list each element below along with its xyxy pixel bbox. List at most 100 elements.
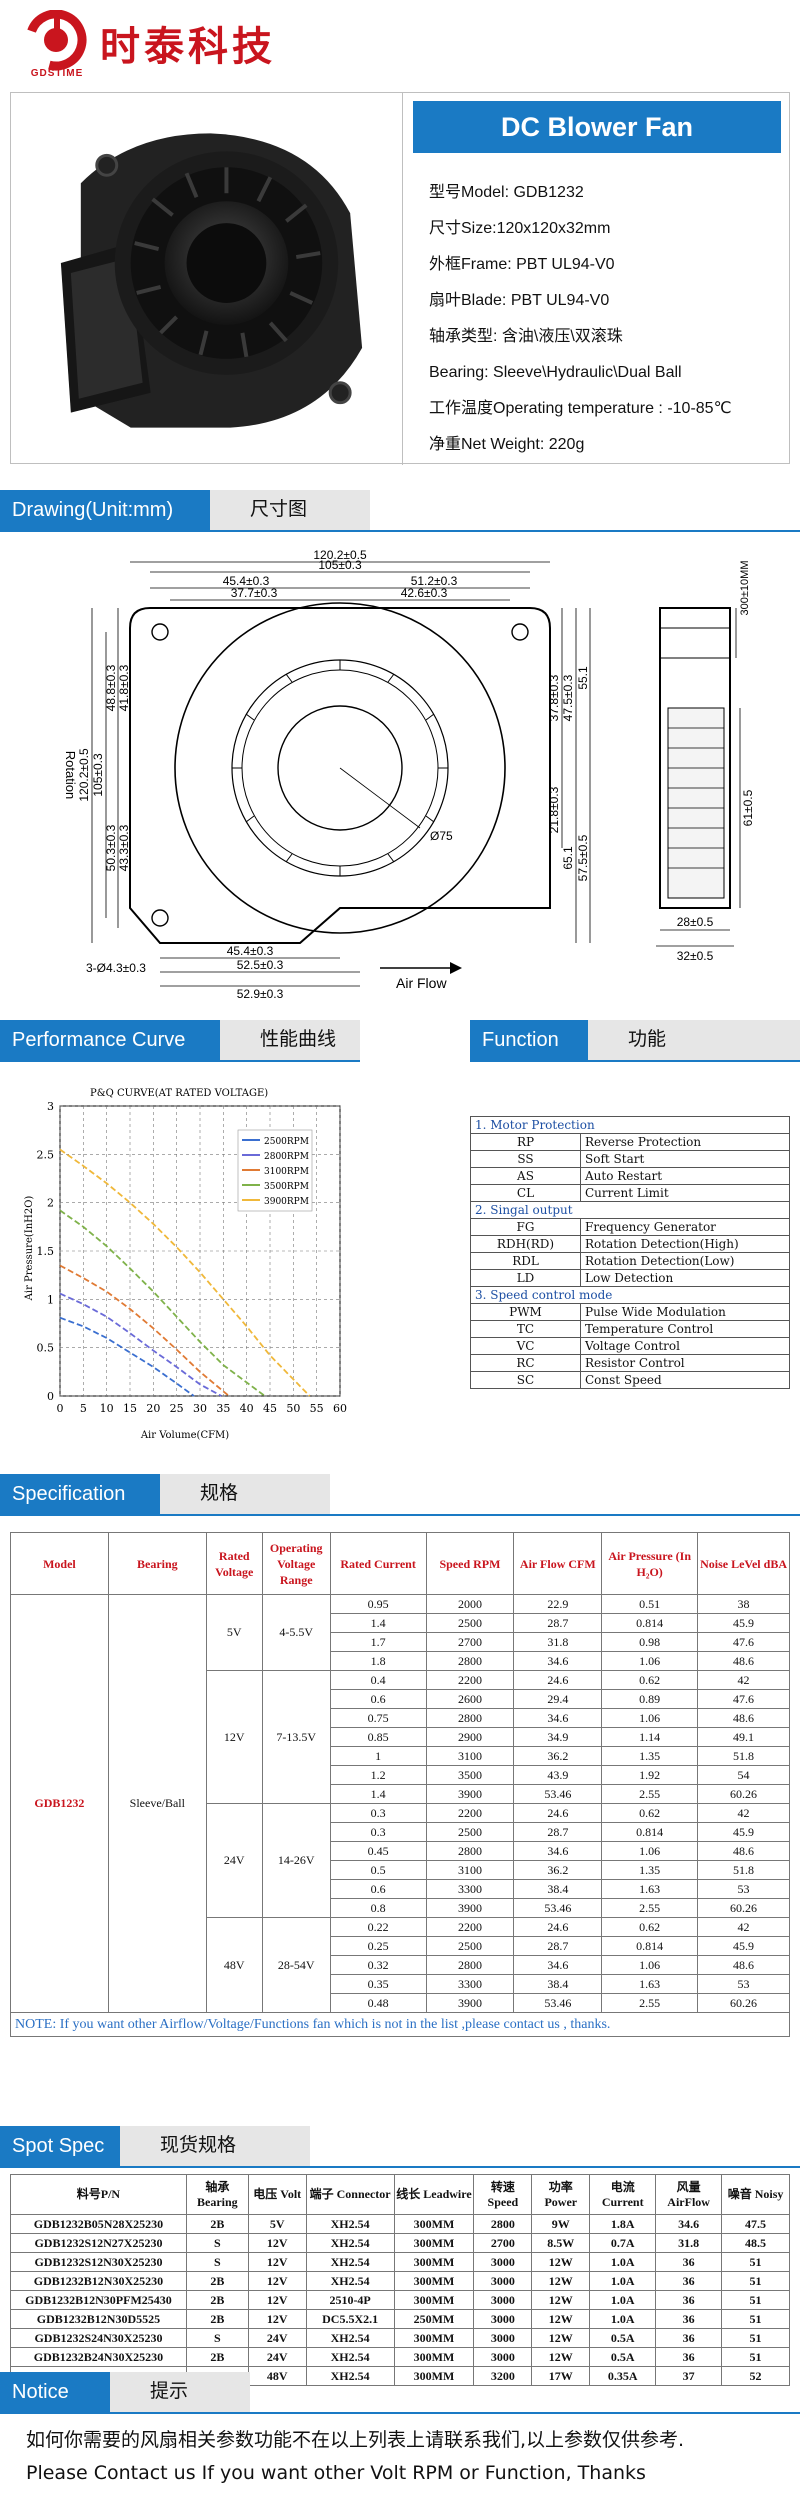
- spot-cell: 12W: [531, 2309, 591, 2329]
- spec-pressure-cell: 2.55: [601, 1993, 699, 2013]
- product-spec-list: 型号Model: GDB1232 尺寸Size:120x120x32mm 外框F…: [429, 175, 789, 463]
- spot-cell: 2B: [185, 2214, 249, 2234]
- dim-right-5: 65.1: [561, 846, 575, 870]
- section-header-spec: Specification 规格: [0, 1474, 800, 1516]
- spec-size: 尺寸Size:120x120x32mm: [429, 220, 611, 237]
- brand-name: 时泰科技: [100, 24, 276, 70]
- function-description: Resistor Control: [580, 1354, 790, 1372]
- dim-hub-diameter: Ø75: [430, 829, 453, 843]
- spec-speed-cell: 2200: [425, 1917, 515, 1937]
- dim-right-4: 21.8±0.3: [547, 786, 561, 833]
- spot-col-header: 噪音 Noisy: [721, 2174, 790, 2215]
- spec-airflow-cell: 28.7: [513, 1936, 603, 1956]
- function-code: FG: [470, 1218, 581, 1236]
- col-operating-range: Operating Voltage Range: [261, 1532, 331, 1595]
- spec-row: 1 3100 36.2 1.35 51.8: [11, 1746, 790, 1766]
- spec-row: 48V 28-54V 0.22 2200 24.6 0.62 42: [11, 1917, 790, 2013]
- spec-current-cell: 0.8: [329, 1898, 427, 1918]
- spec-airflow-cell: 53.46: [513, 1784, 603, 1804]
- function-category: 2. Singal output: [470, 1201, 790, 1219]
- spec-pressure-cell: 0.89: [601, 1689, 699, 1709]
- spec-airflow-cell: 28.7: [513, 1822, 603, 1842]
- spec-row: 0.5 3100 36.2 1.35 51.8: [11, 1860, 790, 1880]
- spec-current-cell: 0.22: [329, 1917, 427, 1937]
- col-speed: Speed RPM: [425, 1532, 515, 1595]
- section-header-function: Function 功能: [470, 1020, 800, 1062]
- spec-speed-cell: 2500: [425, 1936, 515, 1956]
- spec-current-cell: 0.85: [329, 1727, 427, 1747]
- dim-side-depth: 32±0.5: [677, 949, 714, 963]
- spec-airflow-cell: 34.6: [513, 1955, 603, 1975]
- section-title-en: Spot Spec: [0, 2126, 142, 2166]
- spec-noise-cell: 45.9: [697, 1822, 790, 1842]
- spec-airflow-cell: 34.6: [513, 1651, 603, 1671]
- col-rated-current: Rated Current: [329, 1532, 427, 1595]
- spec-range-cell: 4-5.5V: [261, 1594, 331, 1671]
- chart-series-line: [59, 1264, 230, 1397]
- spot-cell: 36: [655, 2328, 723, 2348]
- dim-bottom-3: 52.9±0.3: [237, 987, 284, 1001]
- spec-speed-cell: 2800: [425, 1955, 515, 1975]
- spec-current-cell: 1.4: [329, 1784, 427, 1804]
- spot-cell: 47.5: [721, 2214, 790, 2234]
- spot-cell: S: [185, 2328, 249, 2348]
- spec-noise-cell: 45.9: [697, 1613, 790, 1633]
- spec-speed-cell: 2000: [425, 1594, 515, 1614]
- dimension-drawing: 120.2±0.5 105±0.3 45.4±0.3 51.2±0.3 37.7…: [63, 548, 755, 1001]
- spec-airflow-cell: 29.4: [513, 1689, 603, 1709]
- spot-cell: 2700: [473, 2233, 533, 2253]
- spec-pressure-cell: 0.814: [601, 1613, 699, 1633]
- spot-cell: 0.7A: [589, 2233, 657, 2253]
- spot-cell: 3000: [473, 2328, 533, 2348]
- spec-noise-cell: 42: [697, 1803, 790, 1823]
- spec-pressure-cell: 0.62: [601, 1670, 699, 1690]
- spot-cell: 300MM: [393, 2252, 475, 2272]
- function-code: RDL: [470, 1252, 581, 1270]
- product-title: DC Blower Fan: [413, 101, 781, 153]
- chart-legend-label: 3100RPM: [264, 1167, 309, 1177]
- function-category: 3. Speed control mode: [470, 1286, 790, 1304]
- chart-x-tick-label: 15: [123, 1402, 137, 1415]
- spec-speed-cell: 3900: [425, 1784, 515, 1804]
- spot-cell: 8.5W: [531, 2233, 591, 2253]
- spec-noise-cell: 49.1: [697, 1727, 790, 1747]
- spec-airflow-cell: 24.6: [513, 1670, 603, 1690]
- spec-bearing-cn: 轴承类型: 含油\液压\双滚珠: [429, 328, 623, 345]
- chart-x-tick-label: 35: [216, 1402, 230, 1415]
- spot-cell: 300MM: [393, 2347, 475, 2367]
- spot-cell: 300MM: [393, 2366, 475, 2386]
- spec-airflow-cell: 31.8: [513, 1632, 603, 1652]
- spec-speed-cell: 3900: [425, 1993, 515, 2013]
- function-row: RC Resistor Control: [470, 1354, 790, 1372]
- chart-y-tick-label: 3: [47, 1100, 54, 1113]
- chart-x-tick-label: 40: [240, 1402, 254, 1415]
- spec-pressure-cell: 1.06: [601, 1955, 699, 1975]
- spec-noise-cell: 54: [697, 1765, 790, 1785]
- spot-cell: 12W: [531, 2252, 591, 2272]
- spot-cell: 12V: [247, 2233, 307, 2253]
- dim-bottom-1: 45.4±0.3: [227, 944, 274, 958]
- spot-cell: 3000: [473, 2290, 533, 2310]
- section-title-en: Notice: [0, 2372, 132, 2412]
- col-air-pressure: Air Pressure (In H₂O): [601, 1532, 699, 1595]
- spec-note-row: NOTE: If you want other Airflow/Voltage/…: [10, 2012, 790, 2037]
- spot-col-header: 转速 Speed: [473, 2174, 533, 2215]
- spec-airflow-cell: 36.2: [513, 1746, 603, 1766]
- function-category-row: 2. Singal output: [470, 1201, 790, 1219]
- section-title-en: Specification: [0, 1474, 182, 1514]
- spec-voltage-cell: 24V: [205, 1803, 263, 1918]
- spot-cell: XH2.54: [305, 2271, 395, 2291]
- chart-y-tick-label: 2.5: [37, 1148, 55, 1161]
- spot-cell: 12W: [531, 2347, 591, 2367]
- chart-series-line: [59, 1292, 222, 1397]
- spec-speed-cell: 3300: [425, 1974, 515, 1994]
- spot-part-number: GDB1232B24N30X25230: [10, 2347, 187, 2367]
- spot-cell: 250MM: [393, 2309, 475, 2329]
- pq-curve-chart: P&Q CURVE(AT RATED VOLTAGE) Air Pressure…: [24, 1088, 347, 1440]
- spot-cell: 300MM: [393, 2214, 475, 2234]
- spot-row: GDB1232S12N27X25230 S 12V XH2.54 300MM 2700 8.…: [10, 2233, 790, 2253]
- spot-cell: 300MM: [393, 2328, 475, 2348]
- function-category-row: 1. Motor Protection: [470, 1116, 790, 1134]
- chart-x-tick-label: 5: [80, 1402, 87, 1415]
- spot-cell: 5V: [247, 2214, 307, 2234]
